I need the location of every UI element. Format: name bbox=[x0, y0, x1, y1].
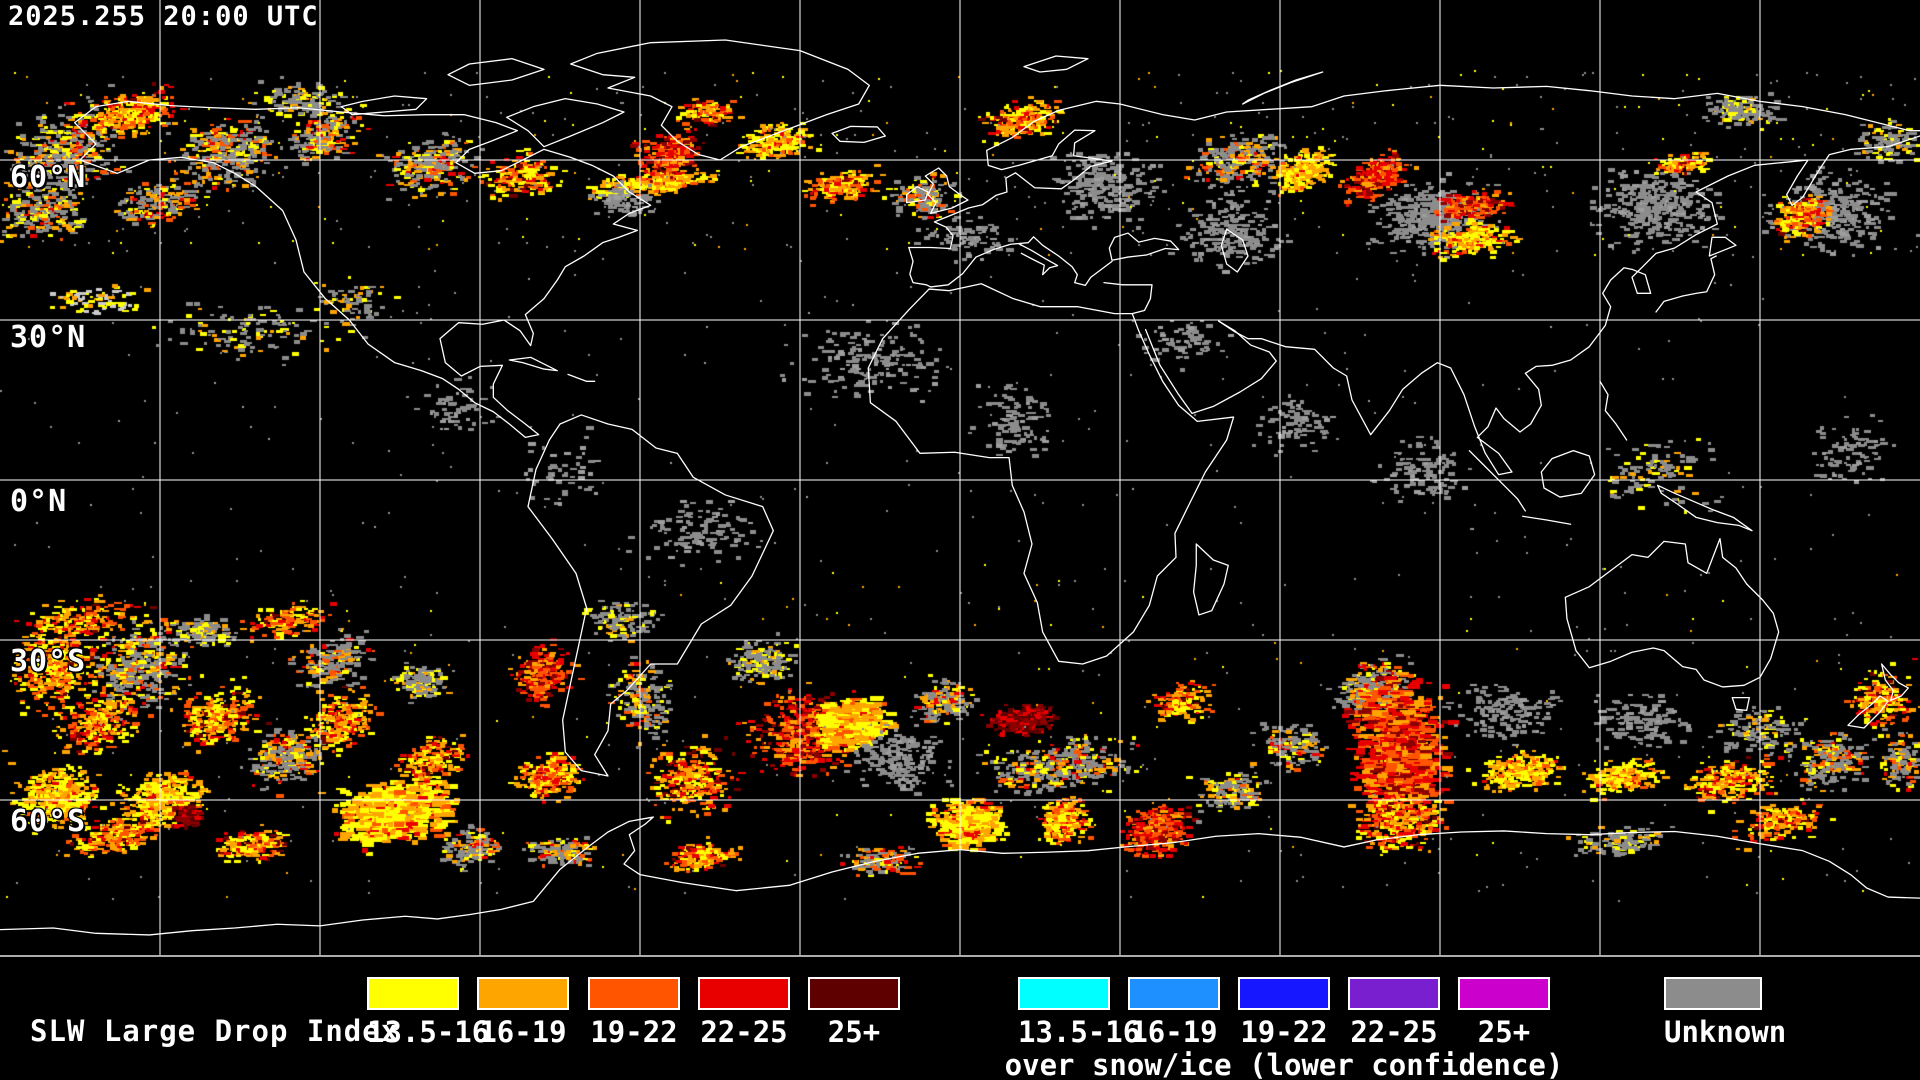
legend-bin-snowice-25plus: 25+ bbox=[1458, 977, 1550, 1049]
legend-swatch-25plus bbox=[808, 977, 900, 1010]
legend-bin-25plus: 25+ bbox=[808, 977, 900, 1049]
legend-swatch-unknown bbox=[1664, 977, 1762, 1010]
legend-bin-16-19: 16-19 bbox=[477, 977, 569, 1049]
legend-swatch-snowice-25plus bbox=[1458, 977, 1550, 1010]
legend-swatch-snowice-16-19 bbox=[1128, 977, 1220, 1010]
legend-bin-22-25: 22-25 bbox=[698, 977, 790, 1049]
legend-bin-snowice-16-19: 16-19 bbox=[1128, 977, 1220, 1049]
legend: SLW Large Drop Index 13.5-16 16-19 19-22… bbox=[0, 957, 1920, 1080]
legend-swatch-snowice-22-25 bbox=[1348, 977, 1440, 1010]
latitude-label-60n: 60°N bbox=[10, 160, 87, 195]
legend-swatch-snowice-13.5-16 bbox=[1018, 977, 1110, 1010]
snow-ice-note: over snow/ice (lower confidence) bbox=[1004, 1048, 1564, 1080]
legend-swatch-13.5-16 bbox=[367, 977, 459, 1010]
latitude-label-30s: 30°S bbox=[10, 644, 87, 679]
legend-bin-13.5-16: 13.5-16 bbox=[367, 977, 489, 1049]
legend-bin-snowice-13.5-16: 13.5-16 bbox=[1018, 977, 1140, 1049]
legend-bin-snowice-19-22: 19-22 bbox=[1238, 977, 1330, 1049]
legend-swatch-snowice-19-22 bbox=[1238, 977, 1330, 1010]
legend-swatch-19-22 bbox=[588, 977, 680, 1010]
timestamp-label: 2025.255 20:00 UTC bbox=[8, 1, 319, 32]
legend-bin-19-22: 19-22 bbox=[588, 977, 680, 1049]
legend-bin-snowice-22-25: 22-25 bbox=[1348, 977, 1440, 1049]
legend-swatch-16-19 bbox=[477, 977, 569, 1010]
latitude-label-30n: 30°N bbox=[10, 320, 87, 355]
legend-bin-unknown: Unknown bbox=[1664, 977, 1786, 1049]
legend-swatch-22-25 bbox=[698, 977, 790, 1010]
latitude-label-60s: 60°S bbox=[10, 804, 87, 839]
data-raster-canvas bbox=[0, 0, 1920, 957]
legend-title: SLW Large Drop Index bbox=[30, 1014, 400, 1048]
latitude-label-0n: 0°N bbox=[10, 484, 68, 519]
